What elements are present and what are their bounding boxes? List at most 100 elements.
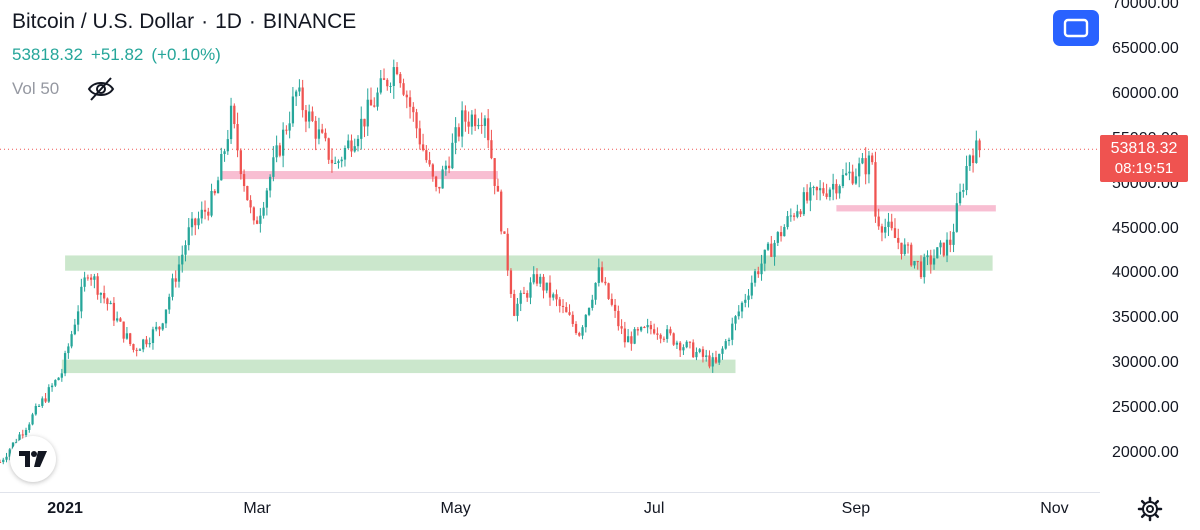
- candle-body: [373, 105, 376, 107]
- candle-body: [415, 112, 418, 129]
- candle-body: [763, 249, 766, 264]
- candle-body: [60, 373, 63, 378]
- candle-body: [298, 87, 301, 92]
- separator: ·: [201, 10, 209, 33]
- fullscreen-button[interactable]: [1053, 10, 1099, 46]
- candle-body: [591, 299, 594, 308]
- candle-body: [454, 127, 457, 143]
- candle-body: [854, 176, 858, 184]
- candle-body: [181, 254, 184, 265]
- candle-body: [70, 334, 73, 347]
- candle-body: [822, 188, 825, 194]
- candle-body: [376, 92, 379, 107]
- candle-body: [425, 150, 428, 161]
- candle-body: [37, 405, 41, 407]
- y-tick-label: 40000.00: [1112, 264, 1179, 282]
- support-zone: [61, 359, 736, 374]
- candle-body: [327, 138, 330, 160]
- candle-body: [200, 209, 203, 219]
- candle-body: [142, 339, 145, 350]
- candle-body: [281, 129, 285, 156]
- candle-body: [288, 123, 291, 131]
- candle-body: [835, 183, 838, 194]
- interval-label[interactable]: 1D: [215, 10, 242, 33]
- candle-body: [314, 120, 317, 139]
- candle-body: [356, 138, 360, 147]
- y-tick-label: 35000.00: [1112, 309, 1179, 327]
- candle-body: [548, 282, 552, 298]
- candle-body: [666, 329, 669, 339]
- candle-body: [337, 161, 340, 163]
- change-percent: (+0.10%): [151, 45, 221, 64]
- candle-body: [871, 155, 874, 163]
- candle-body: [83, 277, 86, 287]
- candle-body: [301, 87, 304, 111]
- candle-body: [161, 323, 164, 330]
- candle-body: [649, 325, 653, 330]
- candle-body: [483, 118, 487, 126]
- candle-body: [353, 146, 356, 152]
- x-tick-label: May: [440, 500, 471, 517]
- candle-body: [776, 232, 779, 243]
- candle-body: [265, 190, 269, 208]
- separator: ·: [248, 10, 256, 33]
- candle-body: [522, 292, 526, 294]
- gear-icon[interactable]: [1137, 496, 1163, 527]
- candle-body: [304, 110, 308, 122]
- candle-body: [317, 129, 321, 139]
- candle-body: [626, 336, 630, 343]
- candle-body: [955, 203, 958, 232]
- x-tick-label: Mar: [243, 500, 271, 517]
- candle-body: [477, 124, 480, 127]
- candles-layer: [0, 59, 981, 465]
- candle-body: [874, 162, 877, 217]
- candle-body: [526, 293, 529, 298]
- candle-body: [783, 227, 786, 237]
- candle-body: [893, 228, 897, 238]
- candle-body: [334, 162, 337, 164]
- y-tick-label: 65000.00: [1112, 39, 1179, 57]
- candle-body: [731, 323, 734, 340]
- y-tick-label: 30000.00: [1112, 354, 1179, 372]
- candle-body: [496, 185, 500, 192]
- price-change-legend: 53818.32 +51.82 (+0.10%): [12, 45, 229, 65]
- candle-body: [516, 303, 519, 316]
- eye-off-icon[interactable]: [86, 75, 116, 108]
- candle-body: [939, 242, 942, 248]
- candle-body: [116, 318, 119, 321]
- candle-body: [753, 271, 757, 283]
- candle-body: [187, 227, 190, 246]
- candle-body: [858, 163, 861, 177]
- candle-body: [815, 186, 819, 191]
- candle-body: [799, 211, 802, 215]
- symbol-header[interactable]: Bitcoin / U.S. Dollar · 1D · BINANCE: [12, 10, 356, 34]
- candle-body: [565, 307, 568, 313]
- candle-body: [213, 190, 216, 194]
- candle-body: [275, 145, 278, 158]
- candle-body: [812, 186, 815, 188]
- candle-body: [389, 85, 392, 87]
- candle-body: [63, 353, 67, 374]
- candle-body: [47, 387, 50, 402]
- candle-body: [112, 302, 116, 321]
- tradingview-logo[interactable]: [10, 436, 56, 482]
- candle-body: [0, 461, 2, 463]
- candle-body: [705, 355, 708, 357]
- candle-body: [155, 326, 158, 330]
- candle-body: [613, 304, 617, 311]
- candle-body: [584, 314, 587, 328]
- candle-body: [786, 216, 789, 228]
- candle-body: [28, 424, 31, 430]
- candle-body: [809, 187, 812, 201]
- candle-body: [236, 124, 239, 151]
- y-tick-label: 60000.00: [1112, 84, 1179, 102]
- volume-indicator-label[interactable]: Vol 50: [12, 79, 60, 98]
- candle-body: [750, 282, 753, 296]
- candle-body: [880, 226, 884, 233]
- candle-body: [405, 94, 408, 98]
- candle-body: [949, 239, 952, 245]
- candle-body: [555, 294, 558, 300]
- last-price-tag-value: 53818.32: [1110, 140, 1178, 157]
- candle-body: [106, 298, 109, 305]
